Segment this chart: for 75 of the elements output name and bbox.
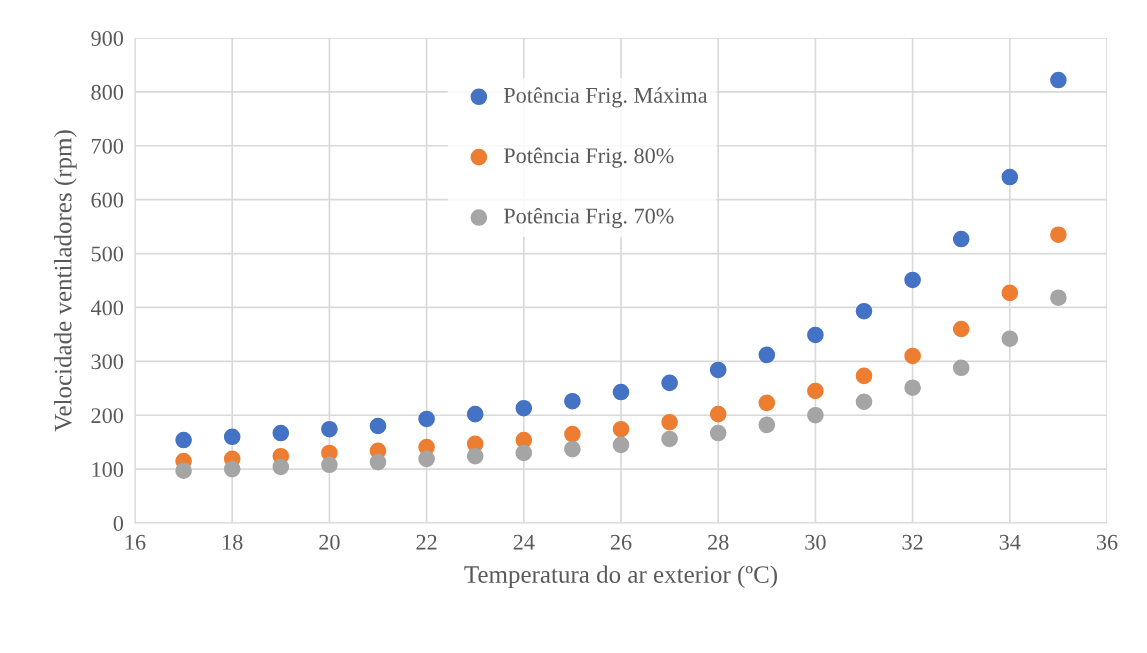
legend-label: Potência Frig. 70% xyxy=(503,207,674,229)
y-tick-label: 100 xyxy=(92,462,124,478)
x-tick-label: 36 xyxy=(1096,534,1118,550)
point xyxy=(515,444,533,462)
point xyxy=(321,456,338,474)
x-tick-label: 32 xyxy=(902,534,923,550)
point xyxy=(1050,289,1067,307)
x-tick-label: 26 xyxy=(610,534,632,550)
point xyxy=(175,431,192,449)
point xyxy=(709,424,727,442)
x-tick-label: 34 xyxy=(999,534,1021,550)
x-axis-title: Temperatura do ar exterior (ºC) xyxy=(464,565,777,589)
point xyxy=(758,346,776,364)
point xyxy=(1001,284,1019,302)
point xyxy=(369,417,387,435)
point xyxy=(466,447,484,465)
point xyxy=(661,430,678,448)
point xyxy=(466,405,484,423)
point xyxy=(321,420,338,438)
point xyxy=(223,428,241,446)
point xyxy=(904,379,921,397)
point xyxy=(175,462,192,480)
point xyxy=(564,440,581,458)
y-tick-label: 800 xyxy=(91,84,124,100)
x-tick-label: 22 xyxy=(416,534,437,550)
x-tick-label: 24 xyxy=(513,534,535,550)
point xyxy=(272,458,290,476)
y-tick-label: 900 xyxy=(91,30,124,46)
point xyxy=(904,347,921,365)
point xyxy=(904,271,921,289)
point xyxy=(1050,71,1067,89)
point xyxy=(612,436,630,454)
y-tick-label: 200 xyxy=(91,408,124,424)
y-tick-label: 400 xyxy=(90,300,124,316)
point xyxy=(952,230,970,248)
point xyxy=(807,326,824,344)
point xyxy=(564,392,581,410)
point xyxy=(515,399,533,417)
y-tick-label: 700 xyxy=(92,138,124,154)
point xyxy=(564,425,581,443)
y-tick-label: 300 xyxy=(91,354,124,370)
x-tick-label: 20 xyxy=(319,534,340,550)
point xyxy=(807,406,824,424)
legend-label: Potência Frig. 80% xyxy=(503,147,674,168)
point xyxy=(418,450,435,468)
point xyxy=(807,382,824,400)
point xyxy=(369,453,387,471)
x-tick-label: 16 xyxy=(125,534,146,550)
point xyxy=(661,413,678,431)
point xyxy=(612,420,630,438)
point xyxy=(661,374,678,392)
y-axis-title: Velocidade ventiladores (rpm) xyxy=(53,130,77,432)
point xyxy=(758,394,776,412)
point xyxy=(1050,226,1067,243)
point xyxy=(952,359,970,377)
point xyxy=(1001,330,1019,348)
point xyxy=(952,320,970,338)
y-tick-label: 500 xyxy=(91,246,124,262)
y-tick-label: 0 xyxy=(113,515,124,531)
y-tick-label: 600 xyxy=(91,192,124,208)
x-tick-label: 18 xyxy=(223,534,243,550)
point xyxy=(855,393,873,411)
x-tick-label: 28 xyxy=(708,534,729,550)
point xyxy=(223,460,241,478)
point xyxy=(272,424,290,442)
x-tick-label: 30 xyxy=(805,534,826,550)
point xyxy=(709,405,727,423)
point xyxy=(855,367,873,385)
point xyxy=(855,302,873,320)
point xyxy=(418,410,435,428)
point xyxy=(1001,168,1019,186)
point xyxy=(709,361,727,379)
point xyxy=(758,416,776,434)
point xyxy=(612,383,630,401)
legend-label: Potência Frig. Máxima xyxy=(503,87,708,108)
